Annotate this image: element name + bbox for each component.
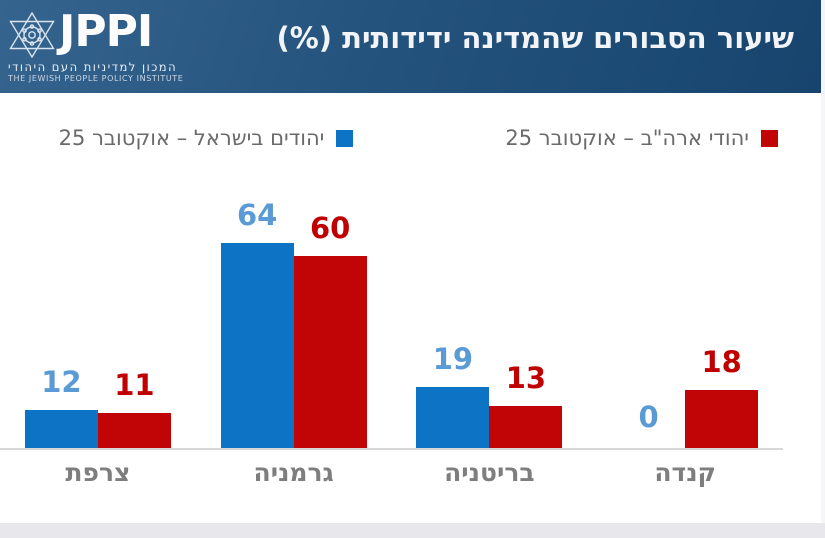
chart-card: JPPI המכון למדיניות העם היהודי THE JEWIS… (0, 0, 821, 523)
category-label-france: צרפת (65, 458, 131, 487)
star-of-david-icon (9, 12, 55, 58)
legend-swatch-israel-jews (336, 129, 354, 147)
bar-us-jews-germany (293, 256, 367, 448)
header-banner: JPPI המכון למדיניות העם היהודי THE JEWIS… (0, 0, 821, 93)
value-label-us-jews-canada: 18 (701, 345, 742, 379)
category-label-britain: בריטניה (444, 458, 535, 487)
legend-label-us-jews: יהודי ארה"ב – אוקטובר 25 (505, 126, 749, 150)
bar-us-jews-britain (489, 406, 563, 448)
bar-israel-jews-germany (220, 243, 294, 448)
legend-swatch-us-jews (761, 129, 778, 147)
page-background-strip (821, 0, 825, 523)
chart-title: שיעור הסבורים שהמדינה ידידותית (%) (276, 21, 794, 55)
logo-subtitle-hebrew: המכון למדיניות העם היהודי (8, 60, 178, 74)
jppi-logo: JPPI המכון למדיניות העם היהודי THE JEWIS… (8, 6, 184, 84)
legend-item-israel-jews: יהודים בישראל – אוקטובר 25 (59, 126, 354, 150)
legend-item-us-jews: יהודי ארה"ב – אוקטובר 25 (505, 126, 778, 150)
value-label-israel-jews-canada: 0 (638, 400, 659, 434)
category-label-canada: קנדה (654, 458, 716, 487)
category-axis-labels: צרפת גרמניה בריטניה קנדה (0, 458, 783, 492)
category-label-germany: גרמניה (253, 458, 334, 487)
value-label-israel-jews-britain: 19 (432, 342, 474, 376)
bar-israel-jews-france (24, 410, 98, 448)
bar-israel-jews-britain (416, 387, 490, 448)
bar-us-jews-canada (685, 390, 759, 448)
bar-us-jews-france (97, 413, 171, 448)
value-label-israel-jews-germany: 64 (236, 198, 278, 232)
value-label-israel-jews-france: 12 (41, 365, 82, 399)
value-label-us-jews-britain: 13 (505, 361, 547, 395)
chart-legend: יהודי ארה"ב – אוקטובר 25 יהודים בישראל – … (0, 121, 821, 155)
logo-subtitle-english: THE JEWISH PEOPLE POLICY INSTITUTE (8, 74, 184, 83)
value-label-us-jews-germany: 60 (309, 211, 351, 245)
legend-label-israel-jews: יהודים בישראל – אוקטובר 25 (58, 126, 325, 150)
bar-chart-plot: 12 11 64 60 19 13 0 18 (0, 165, 783, 450)
logo-acronym: JPPI (59, 6, 153, 57)
value-label-us-jews-france: 11 (114, 368, 155, 402)
